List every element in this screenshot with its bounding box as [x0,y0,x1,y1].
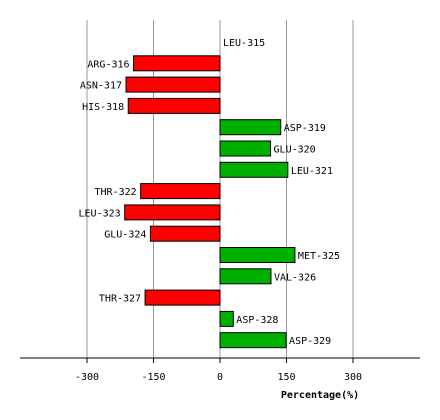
bars: LEU-315 ARG-316 ASN-317 HIS-318 ASP-319 GLU-3… [79,38,340,349]
x-axis-label: Percentage(%) [281,390,359,401]
bar-label: VAL-326 [274,272,316,283]
x-axis: -300 -150 0 150 300 [20,357,420,383]
bar-label: THR-322 [94,187,136,198]
x-tick-label: 150 [277,372,295,383]
bar-label: ARG-316 [87,59,129,70]
bar-thr-327 [144,289,221,306]
x-tick-label: 300 [344,372,362,383]
x-tick-label: -150 [141,372,165,383]
bar-leu-321 [219,161,289,178]
bar-label: ASP-319 [284,123,326,134]
bar-label: LEU-321 [291,166,333,177]
bar-asp-319 [219,119,282,136]
x-tick-label: 0 [217,372,223,383]
bar-thr-322 [140,183,221,200]
bar-label: ASP-329 [289,336,331,347]
x-tick-label: -300 [75,372,99,383]
bar-arg-316 [133,55,221,72]
bar-label: LEU-315 [223,38,265,49]
bar-label: ASN-317 [80,81,122,92]
bar-label: MET-325 [298,251,340,262]
bar-glu-320 [219,140,272,157]
bar-label: HIS-318 [82,102,124,113]
bar-leu-323 [124,204,221,221]
bar-label: ASP-328 [236,315,278,326]
bar-label: THR-327 [99,294,141,305]
bar-asp-328 [219,310,234,327]
bar-val-326 [219,268,272,285]
bar-label: GLU-324 [104,230,146,241]
bar-asp-329 [219,332,287,349]
bar-met-325 [219,247,296,263]
bar-asn-317 [125,76,221,93]
bar-label: GLU-320 [274,145,316,156]
bar-glu-324 [149,225,221,242]
bar-his-318 [127,97,221,114]
bar-label: LEU-323 [79,208,121,219]
